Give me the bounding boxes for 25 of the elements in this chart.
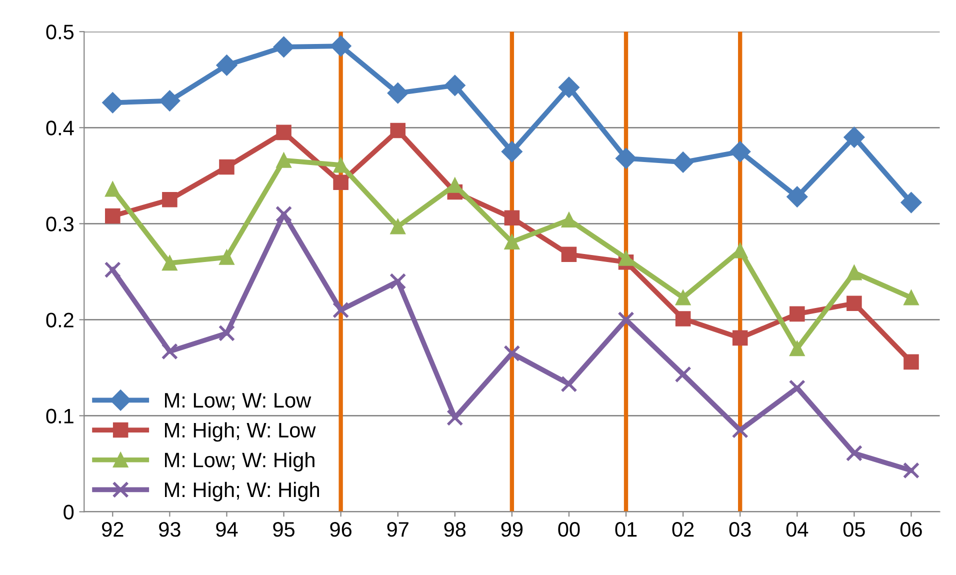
- y-tick-label: 0.2: [46, 312, 74, 328]
- x-tick-label: 00: [558, 522, 580, 537]
- x-tick-label: 97: [387, 522, 408, 537]
- y-tick-label: 0.1: [46, 408, 74, 424]
- x-tick-label: 92: [102, 522, 124, 537]
- x-tick-label: 94: [216, 522, 238, 537]
- x-tick-label: 03: [729, 522, 751, 537]
- x-tick-label: 05: [843, 522, 865, 537]
- y-tick-label: 0.5: [46, 24, 74, 40]
- x-tick-label: 04: [786, 522, 808, 537]
- legend-label: M: Low; W: Low: [165, 393, 312, 410]
- y-tick-label: 0: [64, 504, 74, 520]
- x-tick-label: 01: [615, 522, 637, 537]
- x-tick-label: 06: [900, 522, 922, 537]
- legend-label: M: High; W: High: [165, 482, 320, 502]
- legend-label: M: Low; W: High: [165, 452, 314, 472]
- legend-label: M: High; W: Low: [165, 422, 316, 442]
- x-tick-label: 93: [159, 522, 180, 537]
- y-tick-label: 0.3: [46, 216, 74, 232]
- y-tick-label: 0.4: [46, 120, 74, 136]
- x-tick-label: 02: [672, 522, 694, 537]
- x-tick-label: 98: [444, 522, 466, 537]
- x-tick-label: 95: [273, 522, 294, 537]
- x-tick-label: 99: [501, 522, 523, 537]
- x-tick-label: 96: [330, 522, 352, 537]
